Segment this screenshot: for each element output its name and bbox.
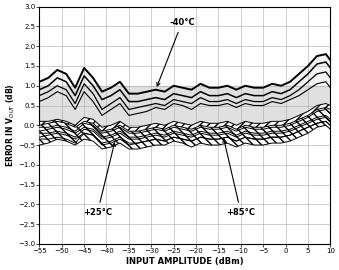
X-axis label: INPUT AMPLITUDE (dBm): INPUT AMPLITUDE (dBm) bbox=[126, 257, 244, 266]
Text: -40°C: -40°C bbox=[157, 18, 195, 86]
Text: +25°C: +25°C bbox=[83, 143, 115, 217]
Bar bbox=[39, 86, 330, 125]
Y-axis label: ERROR IN V$_{OUT}$ (dB): ERROR IN V$_{OUT}$ (dB) bbox=[4, 83, 17, 167]
Text: +85°C: +85°C bbox=[223, 139, 255, 217]
